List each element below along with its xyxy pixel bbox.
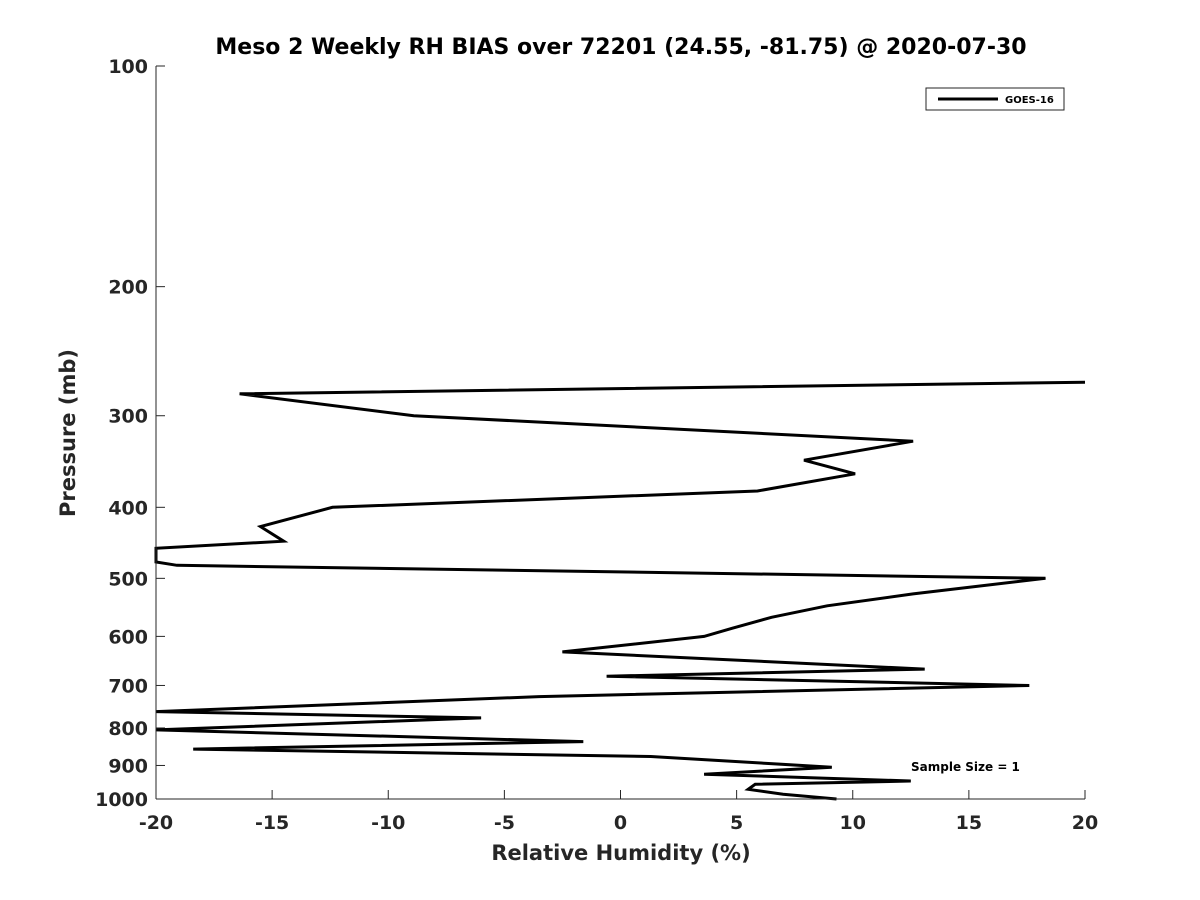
y-tick-label: 300	[108, 406, 148, 428]
y-tick-label: 800	[108, 718, 148, 740]
x-tick-label: -15	[255, 812, 289, 834]
y-tick-label: 400	[108, 497, 148, 519]
x-tick-label: 5	[730, 812, 743, 834]
series-layer	[154, 380, 1086, 801]
x-axis-label: Relative Humidity (%)	[491, 841, 750, 865]
y-tick-label: 200	[108, 277, 148, 299]
x-tick-label: -5	[494, 812, 515, 834]
legend: GOES-16	[925, 87, 1065, 111]
y-axis-label: Pressure (mb)	[56, 349, 80, 517]
y-tick-label: 500	[108, 568, 148, 590]
x-tick-label: -10	[371, 812, 405, 834]
x-tick-label: -20	[139, 812, 173, 834]
x-axis-ticks: -20 -15 -10 -5 0 5 10 15 20	[139, 790, 1098, 834]
sample-size-annotation: Sample Size = 1	[911, 760, 1020, 774]
x-tick-label: 20	[1072, 812, 1098, 834]
series-line-goes-16	[154, 380, 1086, 801]
x-tick-label: 0	[614, 812, 627, 834]
y-tick-label: 100	[108, 56, 148, 78]
y-tick-label: 900	[108, 755, 148, 777]
chart-title: Meso 2 Weekly RH BIAS over 72201 (24.55,…	[215, 35, 1026, 60]
y-tick-label: 600	[108, 626, 148, 648]
y-tick-label: 1000	[95, 789, 148, 811]
x-tick-label: 15	[956, 812, 982, 834]
y-axis-ticks: 100 200 300 400 500 600 700 800 900 1000	[95, 56, 165, 811]
legend-label: GOES-16	[1005, 95, 1054, 106]
y-tick-label: 700	[108, 675, 148, 697]
x-tick-label: 10	[840, 812, 866, 834]
